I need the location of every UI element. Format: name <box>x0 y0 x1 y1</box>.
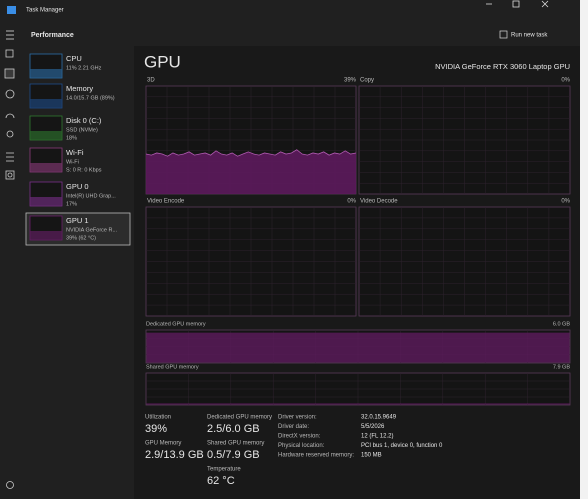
window-controls[interactable] <box>486 0 549 8</box>
thumbnail-fill <box>30 231 62 240</box>
detail-value: 32.0.15.9649 <box>361 415 397 421</box>
item-detail: S: 0 R: 0 Kbps <box>66 167 102 173</box>
item-name[interactable]: GPU 0 <box>66 182 89 191</box>
item-detail: SSD (NVMe) <box>66 127 98 133</box>
utilization-line <box>145 149 357 157</box>
item-detail: Intel(R) UHD Grap... <box>66 193 116 199</box>
section-title: Performance <box>31 32 74 39</box>
graph-value: 0% <box>561 199 570 205</box>
thumbnail-fill <box>30 99 62 108</box>
item-name[interactable]: GPU 1 <box>66 216 89 225</box>
nav-icons[interactable] <box>4 49 15 489</box>
thumbnail-fill <box>30 197 62 206</box>
graph-value: 0% <box>561 78 570 84</box>
stat-value: 0.5/7.9 GB <box>207 449 260 461</box>
detail-label: Hardware reserved memory: <box>278 453 354 459</box>
item-detail: Wi-Fi <box>66 159 79 165</box>
memory-fill <box>146 403 570 405</box>
graph-label: Video Encode <box>147 199 185 205</box>
stat-label: Shared GPU memory <box>207 441 264 447</box>
detail-label: Physical location: <box>278 443 325 449</box>
app-icon <box>7 6 16 14</box>
graph-label: Video Decode <box>360 199 398 205</box>
run-task-icon[interactable] <box>499 30 508 39</box>
stat-value: 2.9/13.9 GB <box>145 449 204 461</box>
window-title: Task Manager <box>26 8 64 14</box>
detail-label: DirectX version: <box>278 434 321 440</box>
stat-label: Dedicated GPU memory <box>207 415 272 421</box>
run-new-task[interactable]: Run new task <box>511 33 548 39</box>
detail-value: 5/5/2026 <box>361 424 385 430</box>
graph-value: 0% <box>347 199 356 205</box>
memory-fill <box>146 332 570 363</box>
menu-button[interactable] <box>6 30 14 40</box>
item-detail: 14.0/15.7 GB (89%) <box>66 95 115 101</box>
graph-label: Copy <box>360 78 374 84</box>
item-detail: 17% <box>66 201 77 207</box>
item-name[interactable]: CPU <box>66 54 82 63</box>
detail-value: 150 MB <box>361 453 382 459</box>
area-fill <box>146 149 356 194</box>
thumbnail-fill <box>30 131 62 140</box>
graph-value: 6.0 GB <box>553 321 570 327</box>
device-name: NVIDIA GeForce RTX 3060 Laptop GPU <box>435 62 570 71</box>
detail-label: Driver version: <box>278 415 317 421</box>
item-detail: NVIDIA GeForce R... <box>66 227 118 233</box>
detail-label: Driver date: <box>278 424 309 430</box>
graph-value: 39% <box>344 78 357 84</box>
stat-value: 62 °C <box>207 475 235 487</box>
stat-value: 39% <box>145 423 167 435</box>
item-name[interactable]: Disk 0 (C:) <box>66 116 102 125</box>
detail-value: PCI bus 1, device 0, function 0 <box>361 443 443 449</box>
item-name[interactable]: Memory <box>66 84 93 93</box>
item-detail: 39% (62 °C) <box>66 235 96 241</box>
graph-label: Dedicated GPU memory <box>146 321 206 327</box>
thumbnail-fill <box>30 163 62 172</box>
stat-label: GPU Memory <box>145 441 181 447</box>
graph-value: 7.9 GB <box>553 364 570 370</box>
stat-value: 2.5/6.0 GB <box>207 423 260 435</box>
page-title: GPU <box>144 52 181 71</box>
thumbnail-fill <box>30 69 62 78</box>
detail-value: 12 (FL 12.2) <box>361 434 393 440</box>
item-detail: 18% <box>66 135 77 141</box>
stat-label: Utilization <box>145 415 171 421</box>
graph-label: Shared GPU memory <box>146 364 199 370</box>
graph-label: 3D <box>147 78 155 84</box>
item-detail: 11% 2.21 GHz <box>66 65 102 71</box>
item-name[interactable]: Wi-Fi <box>66 148 84 157</box>
stat-label: Temperature <box>207 467 241 473</box>
